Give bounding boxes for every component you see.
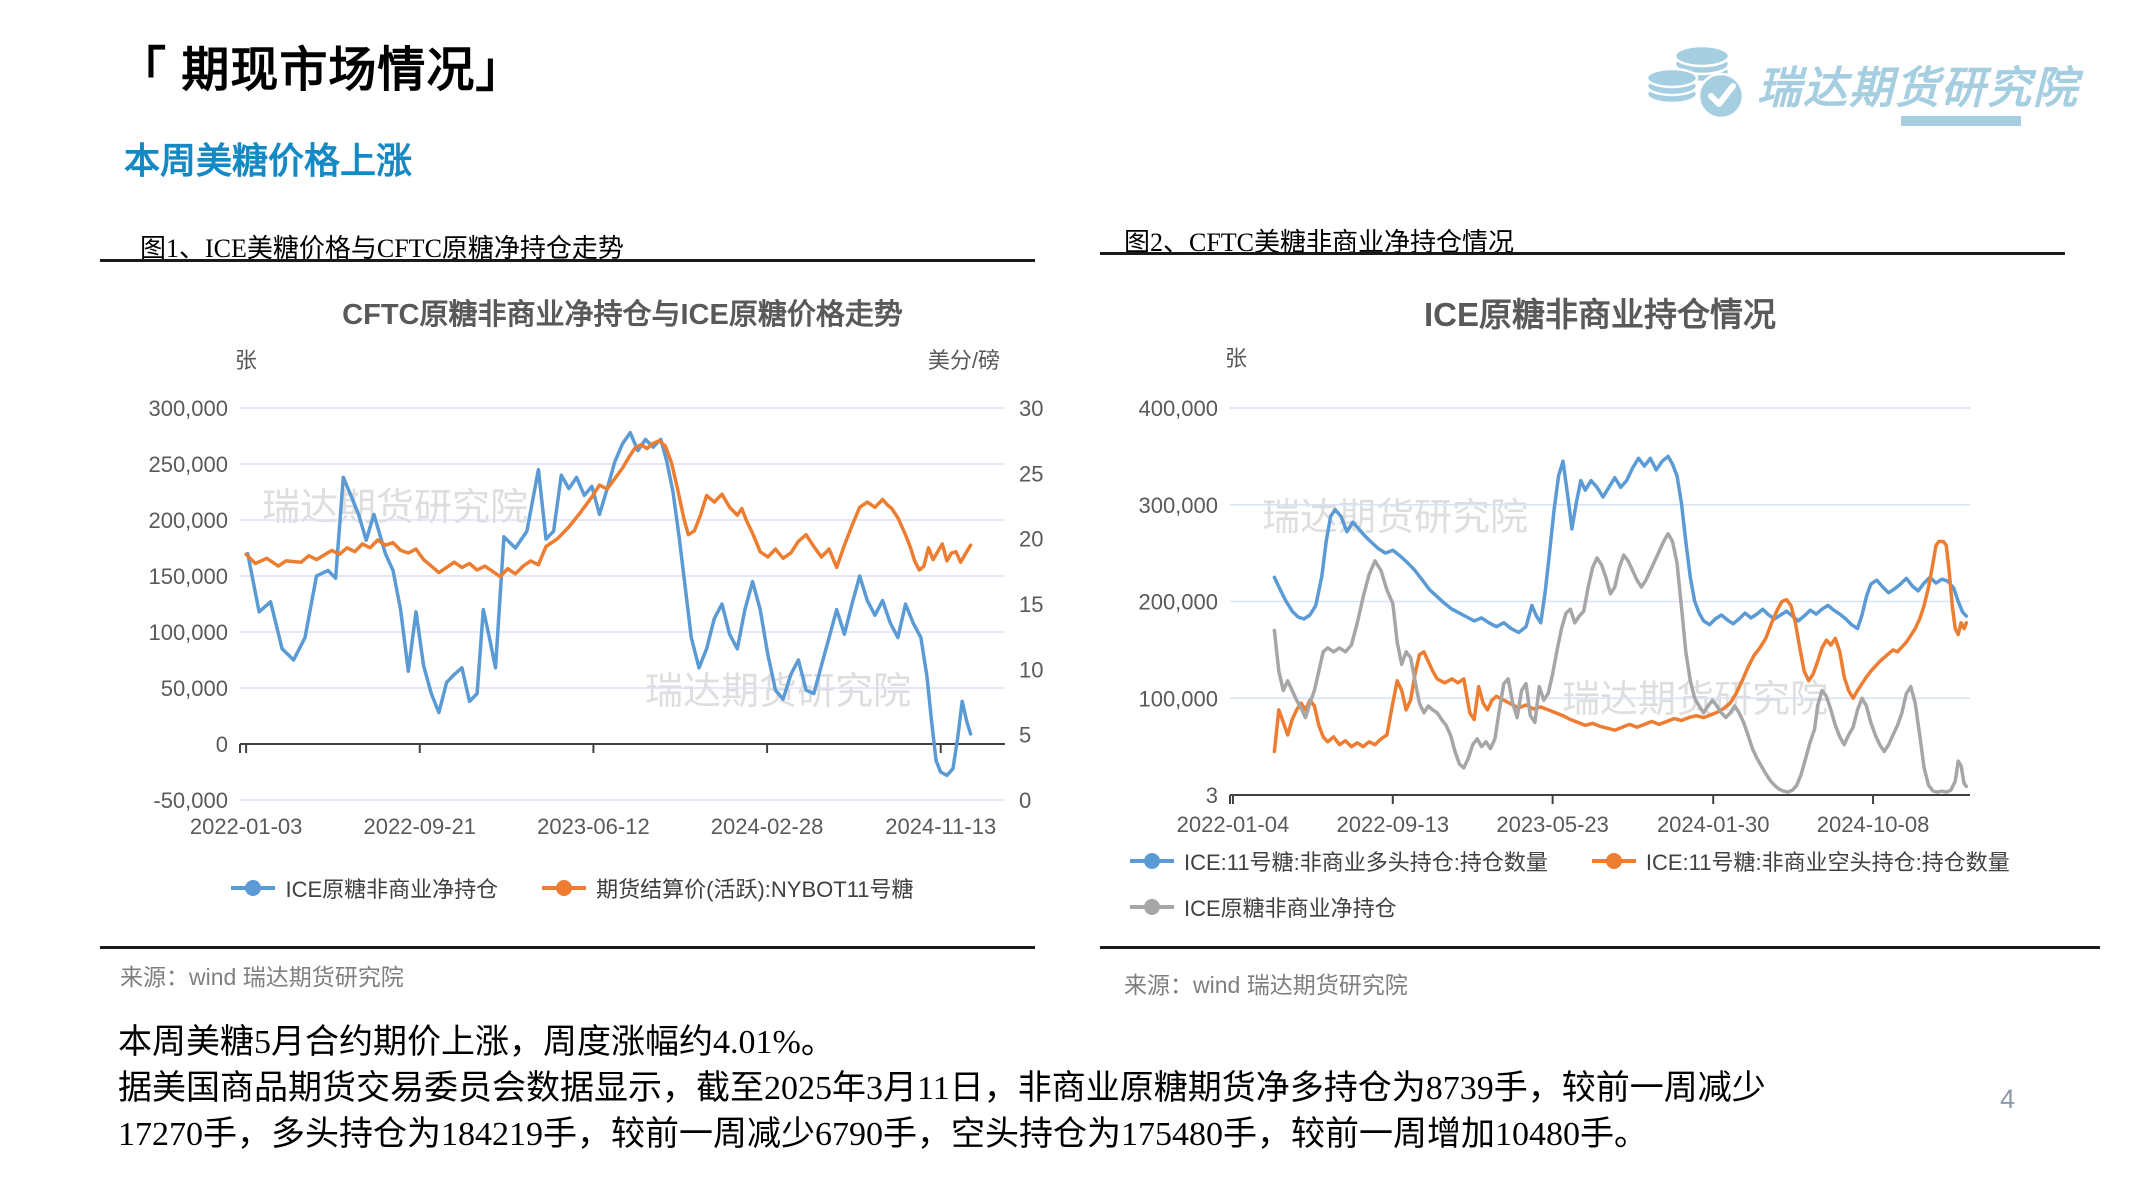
svg-text:0: 0 bbox=[216, 732, 228, 757]
svg-text:50,000: 50,000 bbox=[161, 676, 228, 701]
svg-text:2023-06-12: 2023-06-12 bbox=[537, 814, 650, 839]
svg-text:15: 15 bbox=[1019, 592, 1043, 617]
page-title: 「 期现市场情况」 bbox=[118, 44, 525, 97]
svg-text:20: 20 bbox=[1019, 527, 1043, 552]
svg-text:25: 25 bbox=[1019, 461, 1043, 486]
coins-icon bbox=[1645, 44, 1745, 120]
legend-line-marker-icon bbox=[1591, 853, 1636, 869]
legend-item: ICE:11号糖:非商业空头持仓:持仓数量 bbox=[1591, 845, 2010, 877]
figure1-caption: 图1、ICE美糖价格与CFTC原糖净持仓走势 bbox=[140, 234, 624, 263]
figure1-source: 来源：wind 瑞达期货研究院 bbox=[120, 964, 404, 990]
logo-underline bbox=[1901, 116, 2021, 126]
commentary-line: 17270手，多头持仓为184219手，较前一周减少6790手，空头持仓为175… bbox=[118, 1116, 1648, 1153]
figure2-chart: 瑞达期货研究院 瑞达期货研究院 ICE原糖非商业持仓情况张 400,000 300,00… bbox=[1100, 262, 2133, 837]
svg-text:2022-01-04: 2022-01-04 bbox=[1177, 812, 1290, 837]
svg-text:2022-01-03: 2022-01-03 bbox=[190, 814, 303, 839]
svg-text:0: 0 bbox=[1019, 788, 1031, 813]
figure2-source-rule bbox=[1100, 946, 2100, 949]
svg-text:ICE原糖非商业持仓情况: ICE原糖非商业持仓情况 bbox=[1424, 296, 1776, 333]
legend-label: ICE:11号糖:非商业多头持仓:持仓数量 bbox=[1184, 850, 1548, 875]
svg-text:100,000: 100,000 bbox=[148, 620, 228, 645]
svg-text:瑞达期货研究院: 瑞达期货研究院 bbox=[1262, 497, 1528, 539]
svg-text:2024-10-08: 2024-10-08 bbox=[1817, 812, 1930, 837]
figure2-source: 来源：wind 瑞达期货研究院 bbox=[1124, 972, 1408, 998]
svg-text:2024-01-30: 2024-01-30 bbox=[1657, 812, 1770, 837]
commentary-line: 本周美糖5月合约期价上涨，周度涨幅约4.01%。 bbox=[118, 1024, 835, 1061]
legend-line-marker-icon bbox=[231, 880, 276, 896]
svg-text:200,000: 200,000 bbox=[1138, 590, 1218, 615]
svg-text:2022-09-21: 2022-09-21 bbox=[364, 814, 477, 839]
svg-text:张: 张 bbox=[1225, 346, 1247, 371]
svg-text:瑞达期货研究院: 瑞达期货研究院 bbox=[262, 487, 528, 529]
commentary-line: 据美国商品期货交易委员会数据显示，截至2025年3月11日，非商业原糖期货净多持… bbox=[118, 1070, 1766, 1107]
svg-text:300,000: 300,000 bbox=[148, 396, 228, 421]
svg-text:-50,000: -50,000 bbox=[153, 788, 228, 813]
legend-line-marker-icon bbox=[1130, 899, 1174, 915]
legend-label: ICE原糖非商业净持仓 bbox=[285, 877, 499, 902]
svg-text:100,000: 100,000 bbox=[1138, 686, 1218, 711]
svg-text:200,000: 200,000 bbox=[148, 508, 228, 533]
legend-item: ICE原糖非商业净持仓 bbox=[1130, 891, 1397, 923]
svg-text:3: 3 bbox=[1206, 783, 1218, 808]
figure1-chart: 瑞达期货研究院 瑞达期货研究院 CFTC原糖非商业净持仓与ICE原糖价格走势张美分/… bbox=[100, 268, 1045, 843]
svg-text:2024-02-28: 2024-02-28 bbox=[711, 814, 824, 839]
figure2-legend: ICE:11号糖:非商业多头持仓:持仓数量 ICE:11号糖:非商业空头持仓:持仓… bbox=[1130, 845, 2120, 923]
svg-text:2024-11-13: 2024-11-13 bbox=[885, 814, 996, 839]
svg-text:2023-05-23: 2023-05-23 bbox=[1496, 812, 1609, 837]
svg-text:250,000: 250,000 bbox=[148, 452, 228, 477]
svg-text:10: 10 bbox=[1019, 657, 1043, 682]
page-number: 4 bbox=[2000, 1084, 2016, 1114]
figure1-legend: ICE原糖非商业净持仓 期货结算价(活跃):NYBOT11号糖 bbox=[100, 872, 1045, 904]
svg-text:美分/磅: 美分/磅 bbox=[928, 348, 1000, 373]
svg-text:300,000: 300,000 bbox=[1138, 493, 1218, 518]
legend-label: 期货结算价(活跃):NYBOT11号糖 bbox=[596, 877, 914, 902]
svg-text:5: 5 bbox=[1019, 723, 1031, 748]
section-subtitle: 本周美糖价格上涨 bbox=[124, 140, 413, 181]
figure1-source-rule bbox=[100, 946, 1035, 949]
brand-name: 瑞达期货研究院 bbox=[1757, 64, 2079, 113]
svg-text:30: 30 bbox=[1019, 396, 1043, 421]
legend-label: ICE原糖非商业净持仓 bbox=[1184, 896, 1397, 921]
commentary-text: 本周美糖5月合约期价上涨，周度涨幅约4.01%。 据美国商品期货交易委员会数据显… bbox=[118, 1020, 1766, 1158]
brand-logo: 瑞达期货研究院 bbox=[1645, 34, 2077, 134]
legend-line-marker-icon bbox=[542, 880, 587, 896]
svg-text:400,000: 400,000 bbox=[1138, 396, 1218, 421]
svg-text:150,000: 150,000 bbox=[148, 564, 228, 589]
svg-text:2022-09-13: 2022-09-13 bbox=[1337, 812, 1450, 837]
legend-item: 期货结算价(活跃):NYBOT11号糖 bbox=[542, 872, 914, 904]
figure1-caption-rule bbox=[100, 259, 1035, 262]
svg-text:张: 张 bbox=[235, 348, 257, 373]
legend-line-marker-icon bbox=[1130, 853, 1174, 869]
legend-item: ICE原糖非商业净持仓 bbox=[231, 872, 498, 904]
legend-label: ICE:11号糖:非商业空头持仓:持仓数量 bbox=[1645, 850, 2010, 875]
figure2-caption-rule bbox=[1100, 252, 2065, 255]
svg-text:CFTC原糖非商业净持仓与ICE原糖价格走势: CFTC原糖非商业净持仓与ICE原糖价格走势 bbox=[342, 298, 903, 331]
legend-item: ICE:11号糖:非商业多头持仓:持仓数量 bbox=[1130, 845, 1548, 877]
